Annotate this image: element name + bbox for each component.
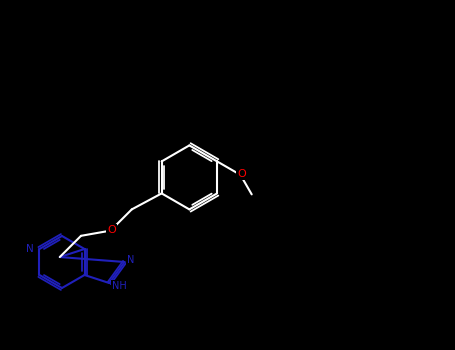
Text: NH: NH	[112, 281, 127, 291]
Text: N: N	[126, 255, 134, 265]
Text: O: O	[107, 225, 116, 235]
Text: O: O	[237, 169, 246, 179]
Text: N: N	[26, 244, 34, 254]
